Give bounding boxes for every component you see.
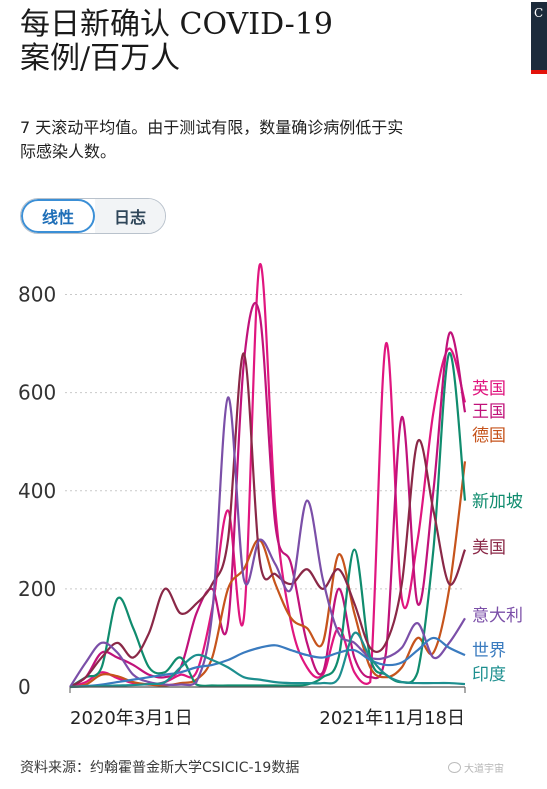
covid-line-chart: 0 200 400 600 800 2020年3月1日 2021年11月18日 英国王国德国… <box>18 263 523 729</box>
legend-label: 意大利 <box>472 606 523 626</box>
chart-title: 每日新确认 COVID-19 案例/百万人 <box>20 7 333 76</box>
legend-label: 新加坡 <box>472 492 523 512</box>
x-tick-label: 2020年3月1日 <box>70 708 193 729</box>
series-line <box>69 352 467 688</box>
y-tick-label: 600 <box>18 381 56 405</box>
scale-toggle[interactable]: 线性 日志 <box>20 198 166 234</box>
log-scale-button[interactable]: 日志 <box>95 199 165 233</box>
watermark: 大道宇宙 <box>448 760 504 775</box>
x-tick-label: 2021年11月18日 <box>319 708 465 729</box>
series-line <box>69 631 466 689</box>
y-tick-label: 200 <box>18 577 56 601</box>
legend-label: 英国 <box>472 379 506 399</box>
series-line <box>69 636 466 689</box>
y-tick-label: 800 <box>18 283 56 307</box>
y-tick-label: 0 <box>18 675 31 699</box>
series-line <box>69 461 467 689</box>
wechat-icon <box>448 762 461 773</box>
series-line <box>69 263 467 689</box>
brand-logo: C <box>531 2 547 74</box>
series-lines <box>69 263 467 689</box>
data-source: 资料来源：约翰霍普金斯大学CSICIC-19数据 <box>20 760 300 776</box>
chart-subtitle: 7 天滚动平均值。由于测试有限，数量确诊病例低于实际感染人数。 <box>20 118 404 161</box>
legend-label: 世界 <box>472 641 506 661</box>
y-tick-label: 400 <box>18 479 56 503</box>
linear-scale-button[interactable]: 线性 <box>21 199 95 233</box>
legend-label: 印度 <box>472 665 506 685</box>
legend-label: 美国 <box>472 538 506 558</box>
series-line <box>69 301 467 688</box>
legend-label: 德国 <box>472 426 506 446</box>
legend-label: 王国 <box>472 402 506 422</box>
series-line <box>69 352 467 688</box>
watermark-text: 大道宇宙 <box>464 764 504 775</box>
series-line <box>69 396 466 688</box>
axes: 0 200 400 600 800 2020年3月1日 2021年11月18日 <box>18 283 466 729</box>
